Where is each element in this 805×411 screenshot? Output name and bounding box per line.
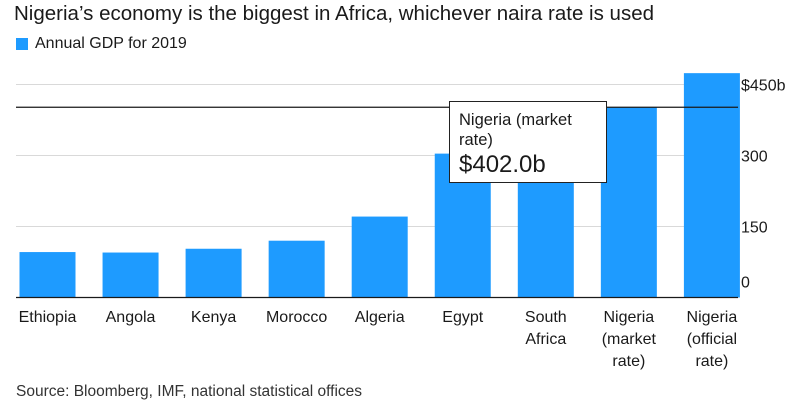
x-tick-label: Algeria [355, 309, 405, 326]
x-tick-label: Egypt [442, 309, 483, 326]
x-tick-label: Nigeria (official rate) [687, 309, 738, 370]
x-tick-label: Angola [106, 309, 156, 326]
tooltip-label: Nigeria (market rate) [459, 111, 572, 149]
chart-title: Nigeria’s economy is the biggest in Afri… [14, 2, 654, 25]
x-tick-label: Morocco [266, 309, 327, 326]
y-tick-label: 150 [741, 220, 768, 237]
bar [102, 252, 159, 298]
bar [683, 73, 740, 298]
source-note: Source: Bloomberg, IMF, national statist… [16, 383, 363, 400]
y-tick-label: 0 [741, 275, 750, 292]
x-tick-label: Nigeria (market rate) [602, 309, 657, 370]
y-tick-label: 300 [741, 149, 768, 166]
legend: Annual GDP for 2019 [16, 35, 187, 53]
x-tick-label: Kenya [191, 309, 236, 326]
bar [351, 216, 408, 298]
legend-swatch [16, 38, 28, 50]
x-tick-label: Ethiopia [19, 309, 77, 326]
bar [268, 240, 325, 298]
x-tick-label: South Africa [525, 309, 567, 348]
legend-label: Annual GDP for 2019 [35, 35, 187, 52]
y-tick-label: $450b [741, 78, 786, 95]
bar [19, 252, 76, 298]
tooltip: Nigeria (market rate) $402.0b [449, 101, 607, 183]
bar [185, 248, 242, 298]
bar [600, 107, 657, 298]
bar-chart: 0 150 300 $450b Ethiopia Angola Kenya Morocco Al… [16, 73, 786, 370]
tooltip-value: $402.0b [459, 151, 546, 178]
